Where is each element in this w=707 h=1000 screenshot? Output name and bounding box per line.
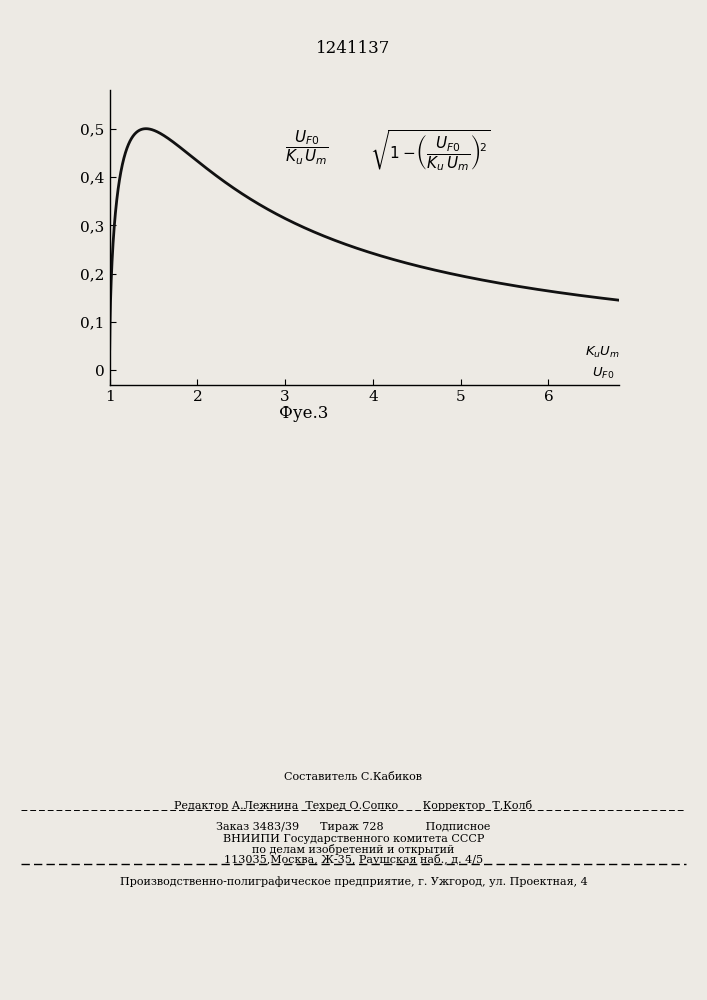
Text: $K_u U_m$: $K_u U_m$ [585,345,620,360]
Text: Составитель С.Кабиков: Составитель С.Кабиков [284,772,423,782]
Text: Производственно-полиграфическое предприятие, г. Ужгород, ул. Проектная, 4: Производственно-полиграфическое предприя… [119,876,588,887]
Text: Фуе.3: Фуе.3 [279,405,329,422]
Text: $\dfrac{U_{F0}}{K_u\,U_m}$: $\dfrac{U_{F0}}{K_u\,U_m}$ [285,129,329,167]
Text: $U_{F0}$: $U_{F0}$ [592,366,614,381]
Text: Редактор А.Лежнина  Техред О.Сопко       Корректор  Т,Колб: Редактор А.Лежнина Техред О.Сопко Коррек… [175,800,532,811]
Text: ВНИИПИ Государственного комитета СССР: ВНИИПИ Государственного комитета СССР [223,834,484,844]
Text: $\sqrt{1-\!\left(\dfrac{U_{F0}}{K_u\,U_m}\right)^{\!2}}$: $\sqrt{1-\!\left(\dfrac{U_{F0}}{K_u\,U_m… [370,128,490,173]
Text: 1241137: 1241137 [316,40,391,57]
Text: по делам изобретений и открытий: по делам изобретений и открытий [252,844,455,855]
Text: Заказ 3483/39      Тираж 728            Подписное: Заказ 3483/39 Тираж 728 Подписное [216,822,491,832]
Text: 113035,Москва, Ж-35, Раушская наб., д. 4/5: 113035,Москва, Ж-35, Раушская наб., д. 4… [224,854,483,865]
